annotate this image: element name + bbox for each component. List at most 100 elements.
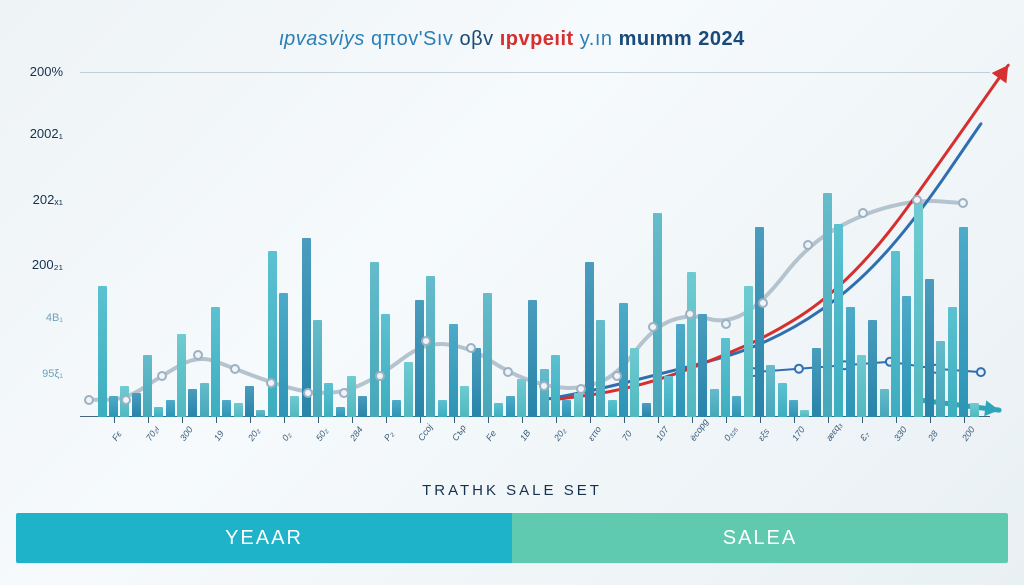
bar: [336, 407, 345, 417]
bar: [415, 300, 424, 417]
arrow-head-icon: [992, 65, 1009, 83]
chart-title: ιpvasviys qποv'Sıv oβv ıpvpeıit y.ın muı…: [0, 28, 1024, 51]
bar: [483, 293, 492, 417]
bar: [585, 262, 594, 417]
x-tick: [420, 417, 421, 423]
bar: [823, 193, 832, 417]
x-tick: [692, 417, 693, 423]
title-part-2: qποv'Sıv: [371, 28, 453, 50]
x-tick: [386, 417, 387, 423]
bar: [755, 227, 764, 417]
bar: [846, 307, 855, 417]
x-tick-label: 284: [348, 425, 365, 443]
line-marker: [795, 365, 803, 373]
x-tick-label: 107: [654, 425, 671, 443]
x-tick-label: Ccoj: [416, 422, 435, 442]
x-tick: [284, 417, 285, 423]
bar: [619, 303, 628, 417]
legend-cell-year: YEAAR: [16, 513, 512, 563]
bar: [789, 400, 798, 417]
bar: [664, 376, 673, 417]
bar: [392, 400, 401, 417]
bar: [132, 393, 141, 417]
x-tick-label: 20₂: [552, 426, 568, 443]
bar: [472, 348, 481, 417]
bar: [234, 403, 243, 417]
y-tick-label: 202ₓ₁: [8, 192, 63, 207]
x-tick: [726, 417, 727, 423]
line-marker: [375, 371, 385, 381]
line-marker: [758, 298, 768, 308]
bar: [166, 400, 175, 417]
line-marker: [339, 388, 349, 398]
x-tick: [216, 417, 217, 423]
legend-cell-sale: SALEA: [512, 513, 1008, 563]
x-tick-label: 1B: [518, 428, 533, 443]
bar: [653, 213, 662, 417]
bar: [268, 251, 277, 417]
line-marker: [84, 395, 94, 405]
bar: [970, 403, 979, 417]
bar: [188, 389, 197, 417]
bar: [506, 396, 515, 417]
x-tick: [590, 417, 591, 423]
title-part-3: oβv: [459, 28, 493, 50]
bar: [404, 362, 413, 417]
bar: [834, 224, 843, 417]
bar: [177, 334, 186, 417]
x-tick-label: 20₂: [246, 426, 262, 443]
x-tick: [352, 417, 353, 423]
chart-container: ιpvasviys qποv'Sıv oβv ıpvpeıit y.ın muı…: [0, 0, 1024, 585]
x-tick-label: εξs: [756, 427, 771, 443]
x-tick: [454, 417, 455, 423]
x-tick-label: P₂: [382, 429, 396, 442]
y-tick-label: 200%: [8, 64, 63, 79]
bar: [528, 300, 537, 417]
bar: [98, 286, 107, 417]
bar: [143, 355, 152, 417]
x-tick: [250, 417, 251, 423]
x-tick: [522, 417, 523, 423]
title-part-4: ıpvpeıit: [500, 28, 574, 50]
plot-area: Fɛ70₂ı3001920₂0₂50₂284P₂CcojCъpFe1B20₂ετ…: [80, 72, 990, 417]
bar: [902, 296, 911, 417]
line-marker: [912, 195, 922, 205]
bar: [710, 389, 719, 417]
bar: [313, 320, 322, 417]
bar: [347, 376, 356, 417]
line-marker: [121, 395, 131, 405]
bar: [211, 307, 220, 417]
bar: [494, 403, 503, 417]
x-tick-label: Cъp: [450, 423, 468, 443]
y-tick-label: 200₂₁: [8, 257, 63, 272]
x-tick-label: 70: [620, 429, 634, 443]
bar: [358, 396, 367, 417]
x-tick-label: Fe: [484, 428, 498, 442]
line-marker: [721, 319, 731, 329]
bar: [948, 307, 957, 417]
x-tick: [556, 417, 557, 423]
bar: [109, 396, 118, 417]
x-tick-label: 300: [178, 425, 195, 443]
bar: [936, 341, 945, 417]
x-tick: [624, 417, 625, 423]
line-marker: [539, 381, 549, 391]
legend-label: SALEA: [723, 527, 797, 550]
line-marker: [303, 388, 313, 398]
x-tick-label: 28: [926, 429, 940, 443]
x-tick-label: 0₂: [280, 430, 293, 443]
bar: [200, 383, 209, 418]
x-tick: [862, 417, 863, 423]
bar: [766, 365, 775, 417]
legend-bar: YEAAR SALEA: [16, 513, 1008, 563]
title-part-5: y.ın: [580, 28, 613, 50]
bar: [676, 324, 685, 417]
x-tick: [114, 417, 115, 423]
bar: [256, 410, 265, 417]
bar: [449, 324, 458, 417]
x-tick-label: 19: [212, 429, 226, 443]
bar: [880, 389, 889, 417]
bar: [245, 386, 254, 417]
bar: [279, 293, 288, 417]
x-tick-label: Ɛ₇: [858, 430, 871, 443]
